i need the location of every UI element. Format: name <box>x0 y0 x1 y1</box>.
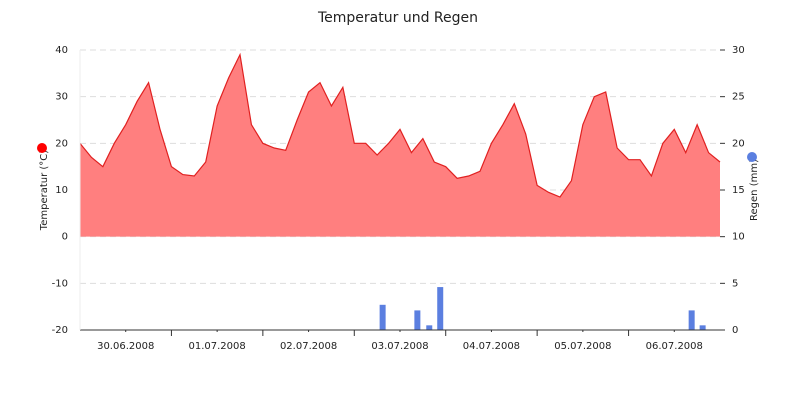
y-axis-title: Temperatur (°C) <box>39 150 50 231</box>
y2-tick-label: 0 <box>732 325 738 336</box>
y2-tick-label: 15 <box>732 185 745 196</box>
x-tick-label: 03.07.2008 <box>371 341 428 352</box>
y2-tick-label: 20 <box>732 138 745 149</box>
rain-bar <box>688 310 695 330</box>
y2-tick-label: 5 <box>732 278 738 289</box>
y-tick-label: -20 <box>52 325 68 336</box>
y2-axis-legend-dot <box>747 152 757 162</box>
rain-bar <box>437 287 444 330</box>
x-tick-label: 02.07.2008 <box>280 341 337 352</box>
chart-title: Temperatur und Regen <box>317 10 478 26</box>
y2-axis-title: Regen (mm) <box>749 159 760 221</box>
rain-bar <box>379 304 386 330</box>
x-tick-label: 04.07.2008 <box>463 341 520 352</box>
x-tick-label: 05.07.2008 <box>554 341 611 352</box>
y-tick-label: 20 <box>55 138 68 149</box>
y2-tick-label: 30 <box>732 45 745 56</box>
y-tick-label: 30 <box>55 92 68 103</box>
y-axis-legend-dot <box>37 143 47 153</box>
rain-bar <box>699 325 706 330</box>
x-tick-label: 06.07.2008 <box>646 341 703 352</box>
temperature-line <box>79 52 721 198</box>
y-tick-label: 10 <box>55 185 68 196</box>
y2-tick-label: 10 <box>732 232 745 243</box>
rain-bar <box>414 310 421 330</box>
x-tick-label: 30.06.2008 <box>97 341 154 352</box>
y-tick-label: 0 <box>62 232 68 243</box>
rain-bar <box>426 325 433 330</box>
y-tick-label: -10 <box>52 278 68 289</box>
y-tick-label: 40 <box>55 45 68 56</box>
temperature-area <box>80 54 720 237</box>
x-tick-label: 01.07.2008 <box>189 341 246 352</box>
y2-tick-label: 25 <box>732 92 745 103</box>
